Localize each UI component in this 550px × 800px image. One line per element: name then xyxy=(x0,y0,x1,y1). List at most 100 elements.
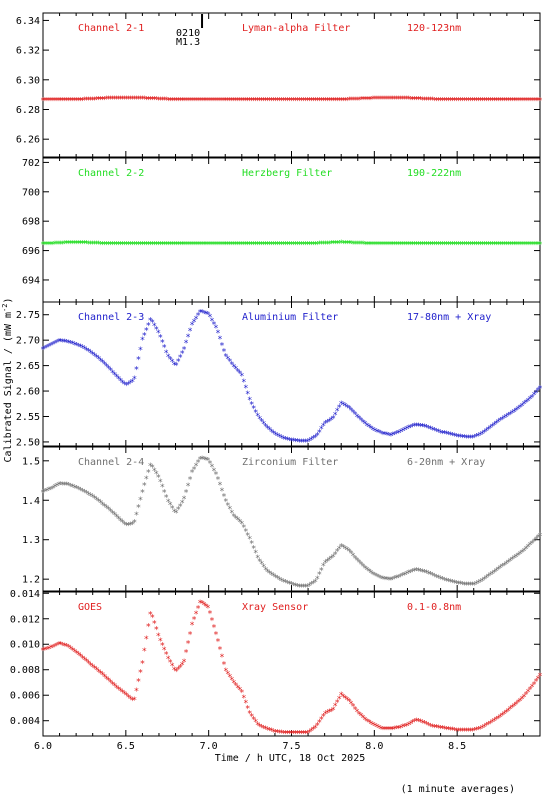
data-point: * xyxy=(478,578,483,588)
data-point: * xyxy=(535,97,540,107)
data-point: * xyxy=(94,666,99,676)
data-point: * xyxy=(120,95,125,105)
data-point: * xyxy=(199,309,204,319)
data-point: * xyxy=(380,575,385,585)
data-point: * xyxy=(227,673,232,683)
data-point: * xyxy=(52,339,57,349)
y-tick-label: 698 xyxy=(22,217,40,228)
data-point: * xyxy=(350,409,355,419)
data-point: * xyxy=(319,240,324,250)
data-point: * xyxy=(40,241,45,251)
data-point: * xyxy=(364,566,369,576)
data-point: * xyxy=(295,97,300,107)
data-point: * xyxy=(247,97,252,107)
data-point: * xyxy=(235,367,240,377)
data-point: * xyxy=(193,241,198,251)
data-point: * xyxy=(76,486,81,496)
data-point: * xyxy=(468,97,473,107)
data-point: * xyxy=(54,338,59,348)
data-point: * xyxy=(521,693,526,703)
data-point: * xyxy=(305,97,310,107)
data-point: * xyxy=(452,241,457,251)
data-point: * xyxy=(515,97,520,107)
data-point: * xyxy=(128,241,133,251)
data-point: * xyxy=(285,97,290,107)
x-tick-label: 6.5 xyxy=(117,741,135,752)
data-point: * xyxy=(452,97,457,107)
data-point: * xyxy=(106,95,111,105)
data-point: * xyxy=(285,729,290,739)
data-point: * xyxy=(450,726,455,736)
data-point: * xyxy=(428,722,433,732)
data-point: * xyxy=(470,97,475,107)
data-point: * xyxy=(454,727,459,737)
data-point: * xyxy=(281,578,286,588)
y-tick-label: 0.004 xyxy=(10,716,40,727)
data-point: * xyxy=(185,639,190,649)
data-point: * xyxy=(412,567,417,577)
data-point: * xyxy=(354,413,359,423)
data-point: * xyxy=(374,572,379,582)
data-point: * xyxy=(82,489,87,499)
data-point: * xyxy=(64,339,69,349)
data-point: * xyxy=(513,407,518,417)
data-point: * xyxy=(88,492,93,502)
data-point: * xyxy=(191,318,196,328)
channel-label: Channel 2-1 xyxy=(78,23,144,34)
data-point: * xyxy=(70,340,75,350)
data-point: * xyxy=(408,95,413,105)
data-point: * xyxy=(146,322,151,332)
data-point: * xyxy=(468,241,473,251)
data-point: * xyxy=(323,559,328,569)
data-point: * xyxy=(275,432,280,442)
data-point: * xyxy=(527,395,532,405)
data-point: * xyxy=(500,563,505,573)
data-point: * xyxy=(372,241,377,251)
data-point: * xyxy=(235,516,240,526)
data-point: * xyxy=(331,706,336,716)
data-point: * xyxy=(138,346,143,356)
data-point: * xyxy=(327,97,332,107)
data-point: * xyxy=(418,422,423,432)
data-point: * xyxy=(90,96,95,106)
data-point: * xyxy=(362,716,367,726)
data-point: * xyxy=(171,508,176,518)
data-point: * xyxy=(257,722,262,732)
data-point: * xyxy=(521,241,526,251)
data-point: * xyxy=(329,555,334,565)
data-point: * xyxy=(267,97,272,107)
data-point: * xyxy=(396,429,401,439)
data-point: * xyxy=(503,97,508,107)
data-point: * xyxy=(434,96,439,106)
data-point: * xyxy=(205,241,210,251)
data-point: * xyxy=(354,557,359,567)
data-point: * xyxy=(492,717,497,727)
data-point: * xyxy=(136,504,141,514)
x-tick-label: 8.0 xyxy=(365,741,383,752)
data-point: * xyxy=(426,96,431,106)
data-point: * xyxy=(418,96,423,106)
data-point: * xyxy=(424,720,429,730)
data-point: * xyxy=(219,341,224,351)
data-point: * xyxy=(245,704,250,714)
data-point: * xyxy=(58,240,63,250)
data-point: * xyxy=(64,481,69,491)
data-point: * xyxy=(438,724,443,734)
data-point: * xyxy=(112,241,117,251)
data-point: * xyxy=(500,97,505,107)
data-point: * xyxy=(338,239,343,249)
data-point: * xyxy=(158,637,163,647)
data-point: * xyxy=(432,427,437,437)
data-point: * xyxy=(523,241,528,251)
data-point: * xyxy=(515,699,520,709)
data-point: * xyxy=(460,97,465,107)
data-point: * xyxy=(263,241,268,251)
data-point: * xyxy=(56,481,61,491)
data-point: * xyxy=(346,547,351,557)
data-point: * xyxy=(259,418,264,428)
data-point: * xyxy=(118,687,123,697)
data-point: * xyxy=(311,240,316,250)
data-point: * xyxy=(301,729,306,739)
data-point: * xyxy=(368,95,373,105)
data-point: * xyxy=(219,97,224,107)
